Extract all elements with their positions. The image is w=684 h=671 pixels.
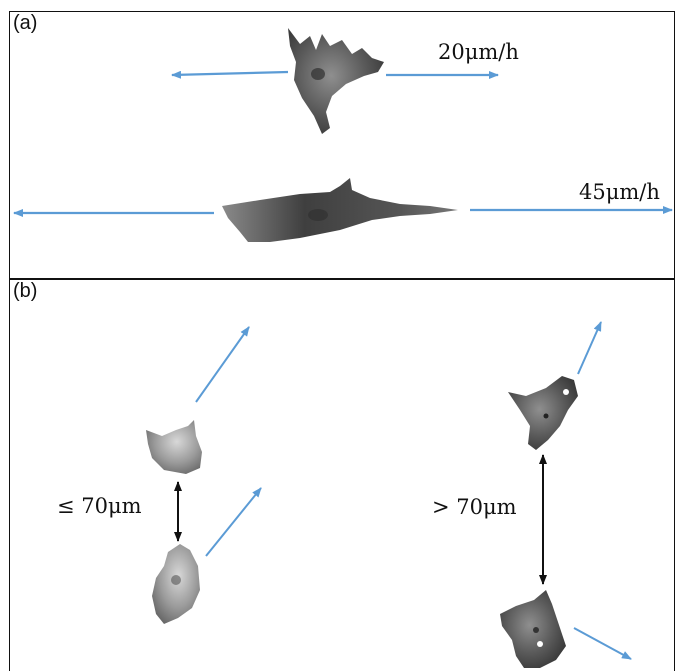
cell-right-top xyxy=(508,376,578,450)
arrow-left-bottom-motion xyxy=(205,487,262,557)
arrow-left-top-motion xyxy=(195,326,250,403)
cell-right-bottom xyxy=(500,590,566,668)
speed-label-slow: 20μm/h xyxy=(438,40,519,64)
panel-b: (b) xyxy=(9,279,675,671)
panel-a-label: (a) xyxy=(13,12,38,34)
speed-label-fast: 45μm/h xyxy=(579,180,660,204)
cell-left-top xyxy=(146,420,202,474)
arrow-slow-left xyxy=(171,70,289,79)
cell-fast xyxy=(222,178,458,242)
cell-slow xyxy=(288,28,384,134)
arrow-right-top-motion xyxy=(577,321,602,375)
distance-label-near: ≤ 70μm xyxy=(57,494,142,518)
panel-a: (a) xyxy=(9,11,675,279)
cell-left-bottom xyxy=(152,544,200,624)
distance-label-far: > 70μm xyxy=(432,495,517,519)
arrow-right-bottom-motion xyxy=(573,627,632,660)
panel-b-label: (b) xyxy=(13,280,38,302)
